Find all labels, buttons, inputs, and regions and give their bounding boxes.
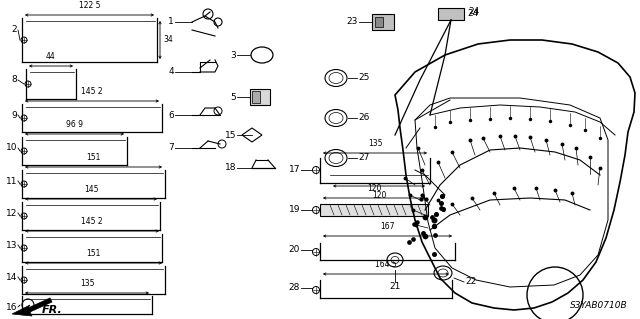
Text: 26: 26: [358, 114, 369, 122]
Bar: [375, 17, 383, 27]
Text: 122 5: 122 5: [79, 1, 100, 10]
Text: 11: 11: [6, 176, 17, 186]
Text: S3YAB0710B: S3YAB0710B: [570, 300, 628, 309]
Text: 145 2: 145 2: [81, 217, 103, 226]
Text: 20: 20: [289, 246, 300, 255]
Text: 145 2: 145 2: [81, 87, 103, 96]
Text: 34: 34: [163, 35, 173, 44]
Text: 18: 18: [225, 164, 236, 173]
Text: 3: 3: [230, 50, 236, 60]
Bar: [320, 204, 428, 216]
Text: 13: 13: [6, 241, 17, 249]
Text: 16: 16: [6, 302, 17, 311]
Text: 135: 135: [80, 279, 94, 288]
Bar: [438, 8, 464, 20]
Text: 4: 4: [168, 68, 174, 77]
Text: 145: 145: [84, 185, 99, 194]
Bar: [250, 89, 270, 105]
Text: FR.: FR.: [42, 305, 63, 315]
Text: 8: 8: [12, 76, 17, 85]
Text: 151: 151: [86, 249, 100, 258]
Text: 19: 19: [289, 205, 300, 214]
Text: 2: 2: [12, 26, 17, 34]
Text: 24: 24: [467, 10, 478, 19]
Text: 17: 17: [289, 166, 300, 174]
Text: 14: 14: [6, 272, 17, 281]
Polygon shape: [12, 298, 52, 316]
Text: 164 5: 164 5: [375, 260, 397, 269]
Bar: [372, 14, 394, 30]
Text: 167: 167: [380, 222, 395, 231]
Text: 21: 21: [389, 282, 401, 291]
Text: 23: 23: [347, 18, 358, 26]
Text: 28: 28: [289, 284, 300, 293]
Text: 120: 120: [367, 184, 381, 193]
Text: 24: 24: [468, 8, 479, 17]
Text: 12: 12: [6, 209, 17, 218]
Text: 135: 135: [368, 139, 382, 148]
Text: 7: 7: [168, 144, 174, 152]
Text: 15: 15: [225, 130, 236, 139]
Text: 44: 44: [46, 52, 56, 61]
Bar: [252, 91, 260, 103]
Text: 27: 27: [358, 153, 369, 162]
Text: 96 9: 96 9: [66, 120, 83, 129]
Text: 10: 10: [6, 144, 17, 152]
Text: 9: 9: [12, 110, 17, 120]
Text: 151: 151: [86, 153, 100, 162]
Text: 1: 1: [168, 18, 174, 26]
Text: 5: 5: [230, 93, 236, 101]
Text: 6: 6: [168, 110, 174, 120]
Text: 25: 25: [358, 73, 369, 83]
Text: 120: 120: [372, 191, 386, 200]
Text: 22: 22: [465, 278, 476, 286]
